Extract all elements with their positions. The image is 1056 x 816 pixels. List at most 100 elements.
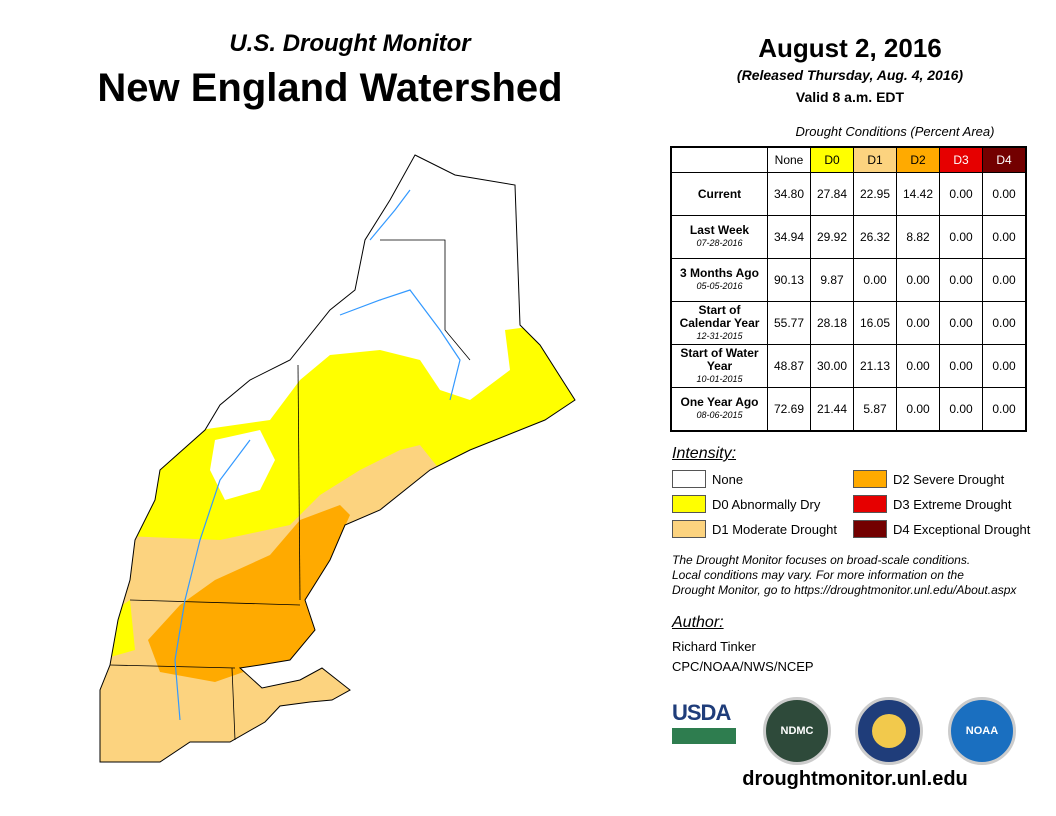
row-label: Start of Calendar Year 12-31-2015 bbox=[670, 301, 768, 345]
d0-sliver bbox=[100, 600, 135, 660]
legend-swatch bbox=[672, 470, 706, 488]
legend-swatch bbox=[853, 470, 887, 488]
subtitle: U.S. Drought Monitor bbox=[229, 30, 471, 57]
row-date: 07-28-2016 bbox=[696, 238, 743, 248]
legend-title: Intensity: bbox=[672, 445, 737, 462]
table-row: Last Week 07-28-2016 34.94 29.92 26.32 8.82 0.… bbox=[670, 215, 1027, 259]
row-label: Last Week 07-28-2016 bbox=[670, 215, 768, 259]
col-d4: D4 bbox=[982, 146, 1027, 173]
cell-value: 0.00 bbox=[939, 172, 983, 216]
cell-value: 34.80 bbox=[767, 172, 811, 216]
cell-value: 0.00 bbox=[896, 344, 940, 388]
cell-value: 14.42 bbox=[896, 172, 940, 216]
ndmc-logo: NDMC bbox=[763, 697, 831, 765]
cell-value: 0.00 bbox=[982, 215, 1027, 259]
table-row: 3 Months Ago 05-05-2016 90.13 9.87 0.00 0.00 0… bbox=[670, 258, 1027, 302]
cell-value: 0.00 bbox=[982, 387, 1027, 432]
rivers bbox=[174, 189, 461, 721]
col-d3: D3 bbox=[939, 146, 983, 173]
cell-value: 16.05 bbox=[853, 301, 897, 345]
legend-item: None bbox=[672, 470, 743, 488]
cell-value: 34.94 bbox=[767, 215, 811, 259]
row-label: 3 Months Ago 05-05-2016 bbox=[670, 258, 768, 302]
author-org: CPC/NOAA/NWS/NCEP bbox=[672, 659, 814, 674]
legend-swatch bbox=[672, 520, 706, 538]
cell-value: 0.00 bbox=[982, 344, 1027, 388]
row-date: 12-31-2015 bbox=[696, 330, 743, 341]
cell-value: 0.00 bbox=[982, 258, 1027, 302]
col-d0: D0 bbox=[810, 146, 854, 173]
table-row: One Year Ago 08-06-2015 72.69 21.44 5.87 0.00… bbox=[670, 387, 1027, 432]
cell-value: 0.00 bbox=[939, 215, 983, 259]
legend-swatch bbox=[672, 495, 706, 513]
cell-value: 9.87 bbox=[810, 258, 854, 302]
cell-value: 21.44 bbox=[810, 387, 854, 432]
row-title: One Year Ago bbox=[680, 395, 759, 409]
table-caption: Drought Conditions (Percent Area) bbox=[795, 124, 995, 139]
cell-value: 90.13 bbox=[767, 258, 811, 302]
cell-value: 0.00 bbox=[896, 258, 940, 302]
cell-value: 0.00 bbox=[896, 387, 940, 432]
cell-value: 0.00 bbox=[939, 258, 983, 302]
legend-item: D4 Exceptional Drought bbox=[853, 520, 1030, 538]
cell-value: 0.00 bbox=[982, 172, 1027, 216]
cell-value: 27.84 bbox=[810, 172, 854, 216]
map-outline bbox=[99, 154, 576, 763]
legend-label: None bbox=[712, 471, 744, 487]
cell-value: 0.00 bbox=[939, 387, 983, 432]
col-none: None bbox=[767, 146, 811, 173]
website-url[interactable]: droughtmonitor.unl.edu bbox=[742, 768, 968, 790]
cell-value: 22.95 bbox=[853, 172, 897, 216]
legend-label: D1 Moderate Drought bbox=[712, 521, 838, 537]
legend-label: D0 Abnormally Dry bbox=[712, 496, 821, 512]
row-title: Start of Water Year bbox=[680, 345, 759, 373]
col-d1: D1 bbox=[853, 146, 897, 173]
row-label: One Year Ago 08-06-2015 bbox=[670, 387, 768, 432]
note-line: Local conditions may vary. For more info… bbox=[672, 568, 964, 582]
table-row: Start of Water Year 10-01-2015 48.87 30.00 2… bbox=[670, 344, 1027, 388]
cell-value: 0.00 bbox=[939, 344, 983, 388]
row-title: Last Week bbox=[689, 223, 750, 237]
legend-item: D1 Moderate Drought bbox=[672, 520, 837, 538]
usda-logo: USDA bbox=[672, 700, 736, 746]
noaa-logo: NOAA bbox=[948, 697, 1016, 765]
legend-item: D0 Abnormally Dry bbox=[672, 495, 820, 513]
cell-value: 5.87 bbox=[853, 387, 897, 432]
row-title: Start of Calendar Year bbox=[679, 302, 760, 330]
disclaimer-note: The Drought Monitor focuses on broad-sca… bbox=[672, 553, 1052, 598]
cell-value: 72.69 bbox=[767, 387, 811, 432]
row-label: Current bbox=[670, 172, 768, 216]
row-title: Current bbox=[697, 186, 742, 201]
legend-swatch bbox=[853, 520, 887, 538]
map-date: August 2, 2016 bbox=[758, 33, 942, 63]
cell-value: 30.00 bbox=[810, 344, 854, 388]
table-row: Current 34.80 27.84 22.95 14.42 0.00 0.00 bbox=[670, 172, 1027, 216]
row-date: 05-05-2016 bbox=[696, 281, 743, 291]
release-date: (Released Thursday, Aug. 4, 2016) bbox=[736, 67, 964, 83]
cell-value: 48.87 bbox=[767, 344, 811, 388]
legend-label: D2 Severe Drought bbox=[893, 471, 1005, 487]
legend-swatch bbox=[853, 495, 887, 513]
legend-item: D2 Severe Drought bbox=[853, 470, 1004, 488]
cell-value: 8.82 bbox=[896, 215, 940, 259]
none-nh-area bbox=[210, 430, 275, 500]
valid-time: Valid 8 a.m. EDT bbox=[795, 89, 905, 105]
note-line: The Drought Monitor focuses on broad-sca… bbox=[672, 553, 971, 567]
cell-value: 0.00 bbox=[982, 301, 1027, 345]
doc-seal bbox=[855, 697, 923, 765]
state-borders bbox=[109, 239, 471, 741]
cell-value: 0.00 bbox=[853, 258, 897, 302]
note-line: Drought Monitor, go to https://droughtmo… bbox=[672, 583, 1017, 597]
row-title: 3 Months Ago bbox=[680, 266, 759, 280]
author-name: Richard Tinker bbox=[672, 639, 756, 654]
row-label: Start of Water Year 10-01-2015 bbox=[670, 344, 768, 388]
legend-label: D3 Extreme Drought bbox=[893, 496, 1012, 512]
cell-value: 21.13 bbox=[853, 344, 897, 388]
drought-map bbox=[99, 154, 576, 763]
cell-value: 0.00 bbox=[896, 301, 940, 345]
legend-item: D3 Extreme Drought bbox=[853, 495, 1012, 513]
cell-value: 26.32 bbox=[853, 215, 897, 259]
author-heading: Author: bbox=[672, 614, 724, 631]
cell-value: 29.92 bbox=[810, 215, 854, 259]
